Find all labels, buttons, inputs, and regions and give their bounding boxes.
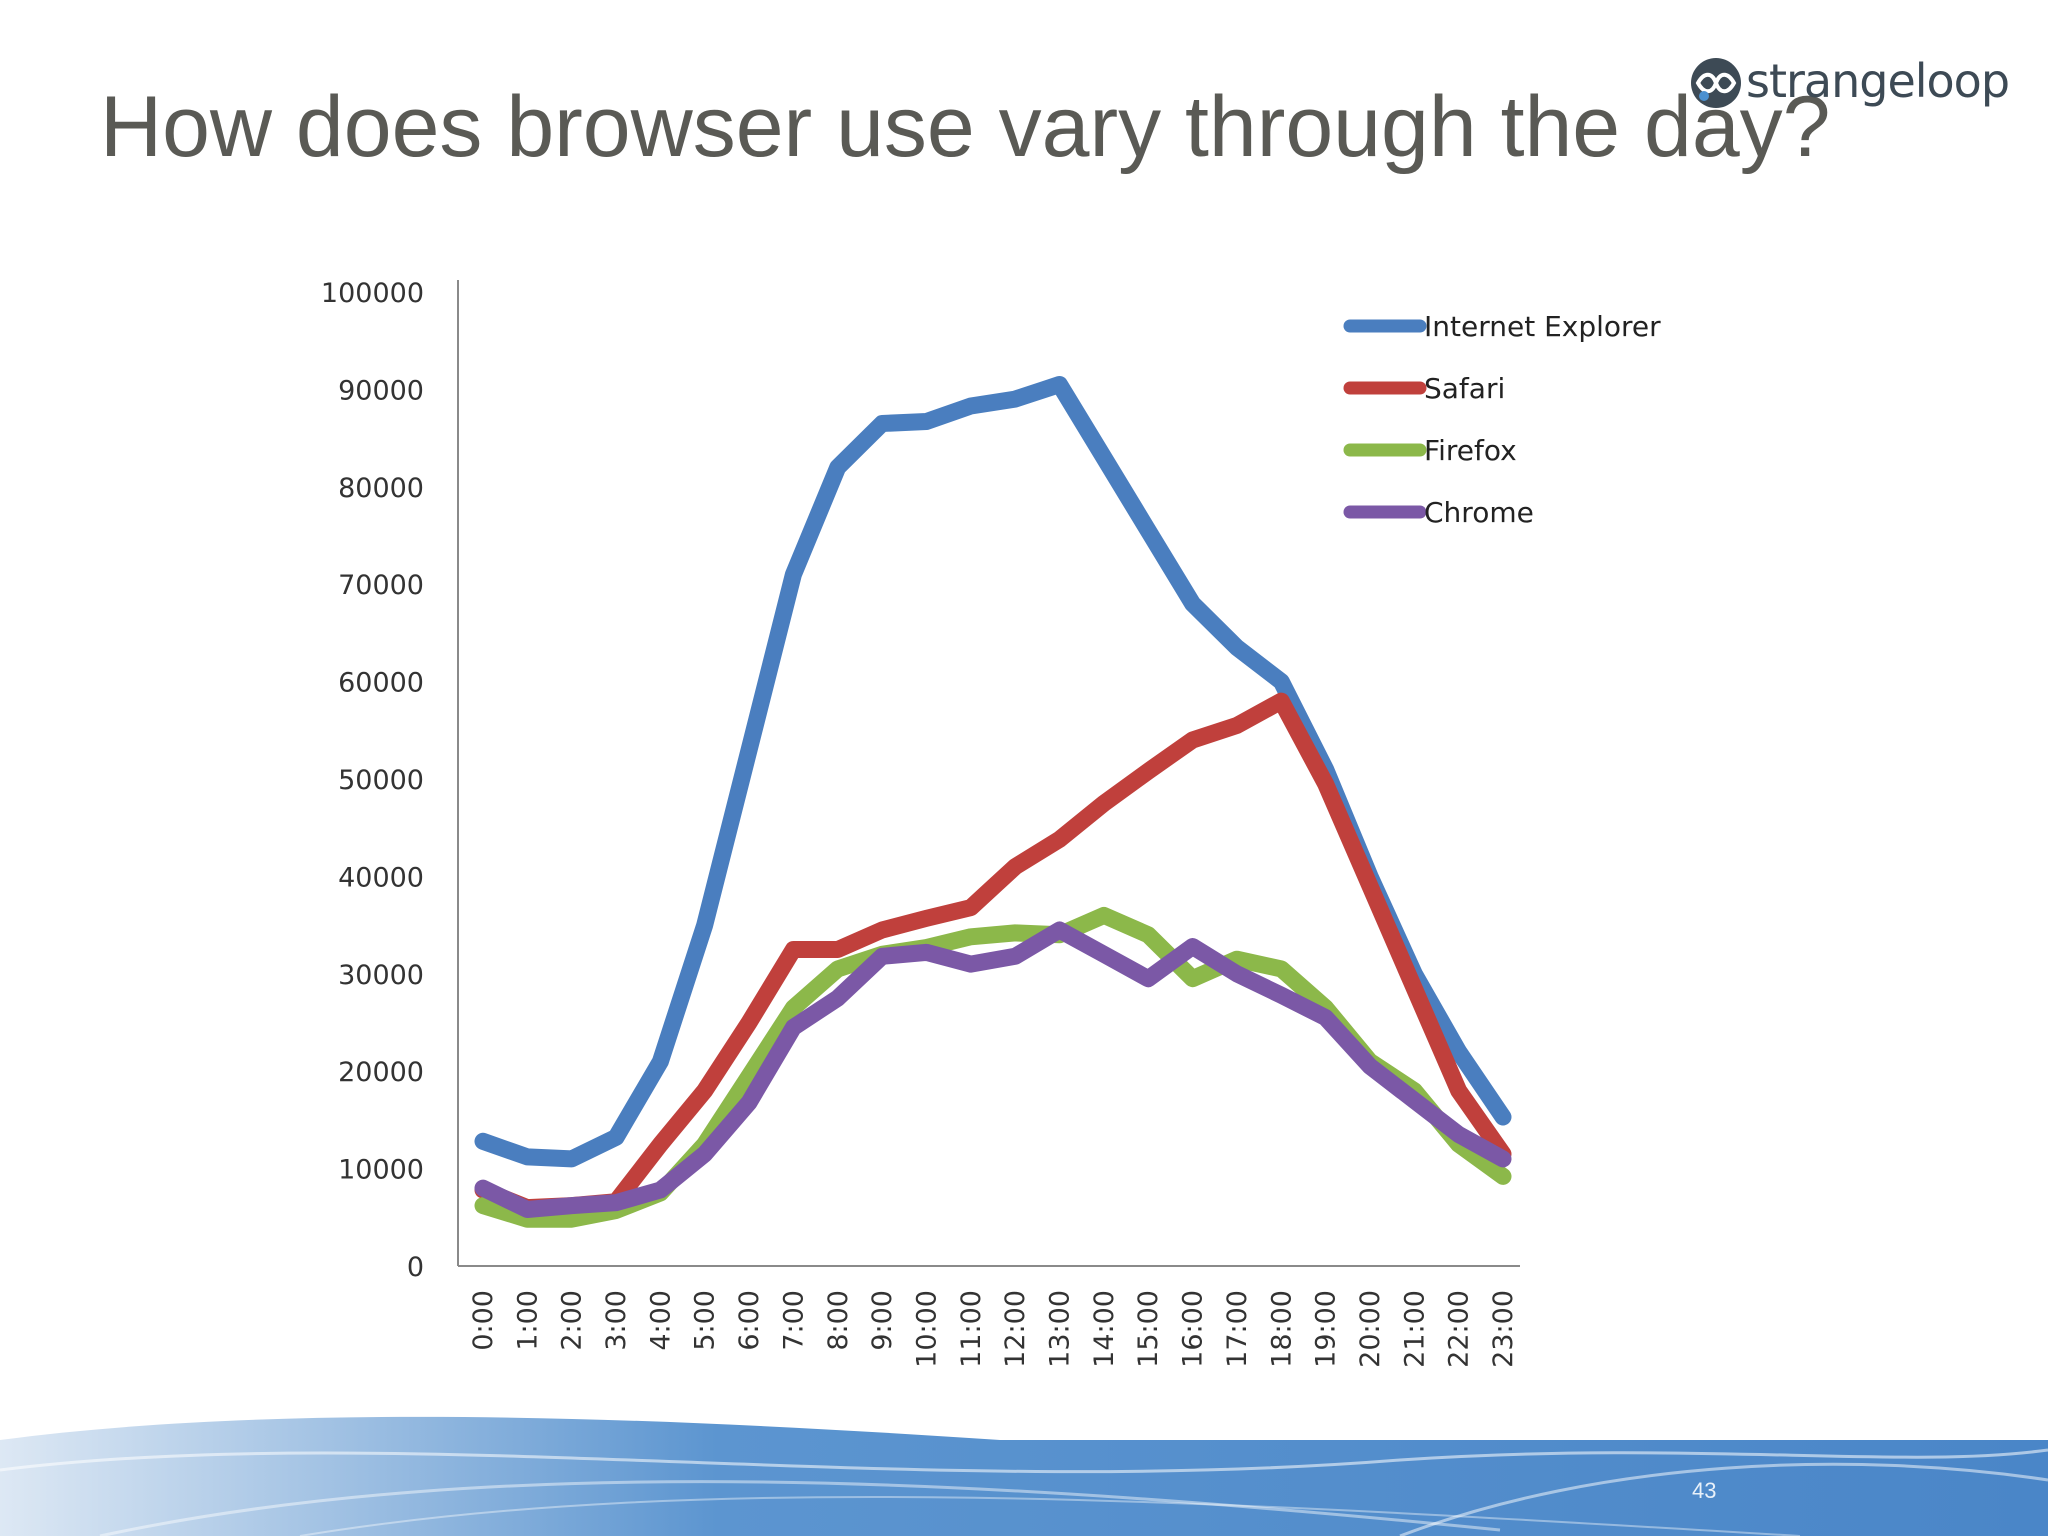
y-tick-label: 70000 [338, 570, 424, 601]
x-tick-label: 14:00 [1089, 1290, 1120, 1368]
x-tick-label: 18:00 [1266, 1290, 1297, 1368]
x-tick-label: 11:00 [956, 1290, 987, 1368]
legend-label: Safari [1424, 372, 1505, 405]
y-tick-label: 100000 [321, 278, 424, 309]
x-tick-label: 21:00 [1399, 1290, 1430, 1368]
x-tick-label: 6:00 [734, 1290, 765, 1351]
x-tick-label: 0:00 [468, 1290, 499, 1351]
series-line-safari [474, 692, 1512, 1217]
series-lines [474, 376, 1512, 1228]
x-tick-label: 5:00 [690, 1290, 721, 1351]
page-number: 43 [1692, 1478, 1717, 1503]
x-tick-label: 1:00 [512, 1290, 543, 1351]
y-tick-label: 30000 [338, 960, 424, 991]
slide-title: How does browser use vary through the da… [100, 79, 1831, 175]
x-axis-ticks: 0:00 1:00 2:00 3:00 4:00 5:00 6:00 7:00 8:00 9:00… [468, 1290, 1519, 1368]
y-tick-label: 80000 [338, 473, 424, 504]
legend-label: Chrome [1424, 496, 1534, 529]
x-tick-label: 7:00 [778, 1290, 809, 1351]
y-tick-label: 60000 [338, 668, 424, 699]
chart-legend: Internet Explorer Safari Firefox Chrome [1343, 310, 1661, 529]
series-line-chrome [474, 921, 1512, 1218]
infinity-loop-icon [1691, 58, 1741, 108]
legend-label: Internet Explorer [1424, 310, 1661, 343]
x-tick-label: 16:00 [1178, 1290, 1209, 1368]
decorative-wave-band [0, 1416, 2048, 1536]
y-tick-label: 50000 [338, 765, 424, 796]
legend-label: Firefox [1424, 434, 1517, 467]
chart-axes [457, 280, 1520, 1267]
x-tick-label: 23:00 [1488, 1290, 1519, 1368]
x-tick-label: 10:00 [911, 1290, 942, 1368]
x-tick-label: 19:00 [1311, 1290, 1342, 1368]
x-tick-label: 17:00 [1222, 1290, 1253, 1368]
x-tick-label: 13:00 [1045, 1290, 1076, 1368]
logo-text: strangeloop [1746, 54, 2010, 108]
x-tick-label: 9:00 [867, 1290, 898, 1351]
x-tick-label: 15:00 [1133, 1290, 1164, 1368]
y-tick-label: 40000 [338, 862, 424, 893]
x-tick-label: 20:00 [1355, 1290, 1386, 1368]
y-axis-ticks: 0 10000 20000 30000 40000 50000 60000 70000 8000… [321, 278, 424, 1283]
y-tick-label: 20000 [338, 1057, 424, 1088]
x-tick-label: 2:00 [557, 1290, 588, 1351]
strangeloop-logo: strangeloop [1690, 50, 2010, 116]
x-tick-label: 12:00 [1000, 1290, 1031, 1368]
x-tick-label: 22:00 [1444, 1290, 1475, 1368]
x-tick-label: 4:00 [645, 1290, 676, 1351]
y-tick-label: 10000 [338, 1155, 424, 1186]
y-tick-label: 0 [407, 1252, 424, 1283]
x-tick-label: 3:00 [601, 1290, 632, 1351]
y-tick-label: 90000 [338, 375, 424, 406]
x-tick-label: 8:00 [823, 1290, 854, 1351]
